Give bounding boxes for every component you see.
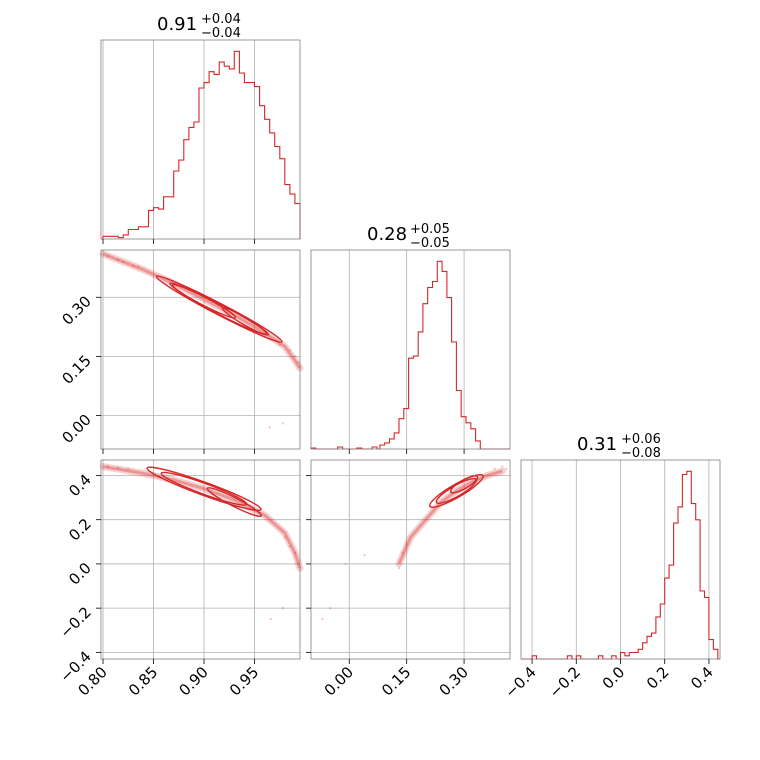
scatter-12-sample-point — [293, 355, 297, 358]
scatter-12-contour — [171, 283, 237, 319]
scatter-23-sample-point — [363, 553, 366, 557]
scatter-12-sample-point — [288, 349, 292, 352]
scatter-23-sample-point — [405, 542, 408, 546]
title-param-2-minus: −0.05 — [410, 236, 450, 251]
scatter-13-sample-point — [106, 465, 110, 468]
scatter-13-sample-point — [283, 536, 287, 539]
scatter-12-sample-point — [116, 258, 120, 262]
scatter-12-sample-point — [278, 343, 281, 346]
scatter-23-density-ridge — [395, 467, 506, 568]
scatter-23-density-core — [397, 469, 503, 565]
scatter-12-sample-point — [281, 422, 285, 425]
scatter-12-sample-point — [296, 361, 300, 364]
scatter-13-sample-point — [281, 606, 285, 610]
title-param-1-median: 0.91 — [157, 14, 197, 35]
scatter-23-sample-point — [504, 467, 508, 471]
scatter-23-sample-point — [397, 567, 401, 570]
scatter-12-sample-point — [106, 254, 110, 258]
histogram-panel-param-1 — [100, 39, 301, 244]
scatter-13-density-core — [102, 465, 302, 569]
title-param-1-minus: −0.04 — [201, 26, 241, 41]
histogram-panel-param-2 — [310, 249, 511, 454]
title-param-3-minus: −0.08 — [621, 446, 661, 461]
scatter-13-sample-point — [127, 467, 130, 471]
hist-2-step-line — [310, 260, 510, 450]
scatter-23-contour — [449, 475, 479, 494]
scatter-13-sample-point — [296, 562, 300, 566]
scatter-23-sample-point — [401, 551, 405, 555]
scatter-12-contour — [155, 275, 283, 343]
scatter-23-contour — [428, 473, 484, 508]
scatter-23-sample-point — [493, 467, 496, 471]
title-param-3-plus: +0.06 — [621, 432, 661, 447]
scatter-13-frame — [100, 459, 301, 660]
scatter-13-sample-point — [293, 551, 297, 555]
scatter-13-contour — [146, 466, 262, 512]
scatter-23-sample-point — [501, 465, 504, 468]
scatter-23-sample-point — [321, 618, 324, 621]
title-param-2-plus: +0.05 — [410, 222, 450, 237]
scatter-12-sample-point — [268, 426, 271, 429]
hist-1-step-line — [101, 50, 301, 240]
scatter-13-density-ridge — [99, 463, 304, 572]
scatter-23-frame — [310, 459, 511, 660]
scatter-12-contour — [221, 307, 267, 335]
scatter-13-sample-point — [269, 618, 272, 621]
title-param-1-plus: +0.04 — [201, 12, 241, 27]
scatter-12-frame — [100, 249, 301, 450]
hist-1-frame — [100, 39, 301, 240]
scatter-23-sample-point — [344, 562, 347, 566]
title-param-2-median: 0.28 — [367, 224, 407, 245]
scatter-13-contour — [206, 487, 263, 518]
hist-3-step-line — [521, 470, 720, 660]
scatter-12-sample-point — [132, 264, 135, 267]
scatter-13-sample-point — [116, 466, 120, 469]
scatter-12-sample-point — [137, 265, 140, 268]
scatter-12-contour — [169, 282, 270, 336]
scatter-13-sample-point — [288, 545, 292, 548]
hist-2-frame — [310, 249, 511, 450]
scatter-23-sample-point — [328, 606, 332, 610]
title-param-3-median: 0.31 — [577, 434, 617, 455]
scatter-12-sample-point — [122, 260, 125, 264]
